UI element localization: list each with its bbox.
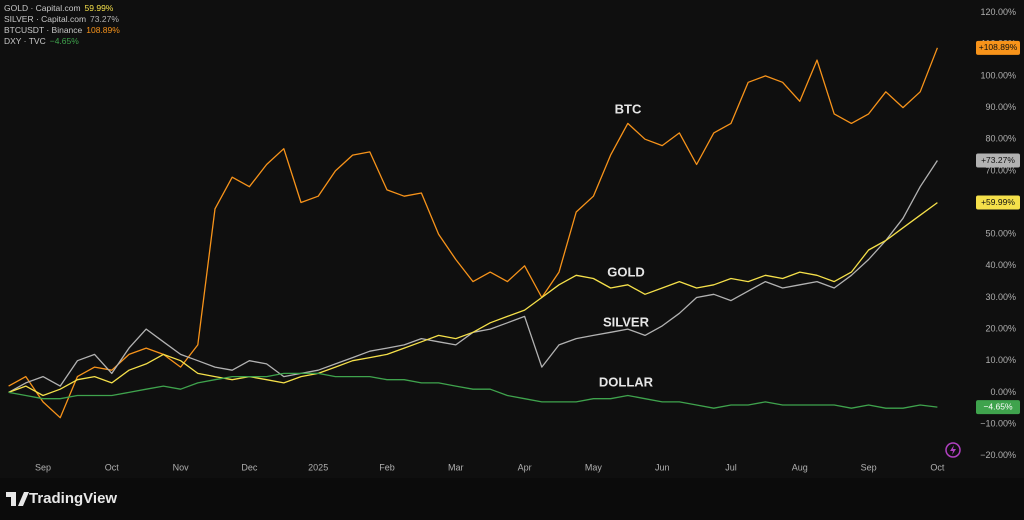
y-tick-label: 40.00% xyxy=(985,260,1016,270)
series-line xyxy=(8,202,938,397)
y-tick-label: 80.00% xyxy=(985,134,1016,144)
footer-bar xyxy=(0,478,1024,520)
x-tick-label: Mar xyxy=(448,462,464,472)
legend-name[interactable]: GOLD · Capital.com xyxy=(4,3,81,13)
price-badge-label: −4.65% xyxy=(983,401,1013,411)
x-tick-label: May xyxy=(585,462,603,472)
x-tick-label: Apr xyxy=(518,462,532,472)
brand: TradingView xyxy=(29,490,117,507)
y-tick-label: 90.00% xyxy=(985,102,1016,112)
y-tick-label: 10.00% xyxy=(985,355,1016,365)
x-tick-label: Feb xyxy=(379,462,395,472)
legend-value: 73.27% xyxy=(90,14,119,24)
x-tick-label: Oct xyxy=(930,462,945,472)
y-tick-label: 20.00% xyxy=(985,323,1016,333)
price-badge-label: +108.89% xyxy=(979,42,1018,52)
price-badge-label: +73.27% xyxy=(981,155,1015,165)
legend-entry[interactable]: GOLD · Capital.com 59.99% xyxy=(4,3,114,13)
legend-entry[interactable]: BTCUSDT · Binance 108.89% xyxy=(4,25,120,35)
y-tick-label: 0.00% xyxy=(990,387,1016,397)
legend-name[interactable]: DXY · TVC xyxy=(4,36,46,46)
annotation: SILVER xyxy=(603,314,650,329)
x-tick-label: Aug xyxy=(792,462,808,472)
y-tick-label: −20.00% xyxy=(980,450,1016,460)
legend-name[interactable]: BTCUSDT · Binance xyxy=(4,25,83,35)
price-badge xyxy=(976,400,1020,415)
y-tick-label: −10.00% xyxy=(980,418,1016,428)
x-tick-label: Sep xyxy=(861,462,877,472)
y-tick-label: 70.00% xyxy=(985,165,1016,175)
logo xyxy=(6,492,29,506)
legend-value: −4.65% xyxy=(50,36,80,46)
legend-entry[interactable]: DXY · TVC −4.65% xyxy=(4,36,79,46)
legend-value: 59.99% xyxy=(85,3,114,13)
annotation: GOLD xyxy=(607,264,645,279)
legend-entry[interactable]: SILVER · Capital.com 73.27% xyxy=(4,14,119,24)
x-tick-label: Nov xyxy=(173,462,190,472)
x-tick-label: Dec xyxy=(241,462,258,472)
x-tick-label: 2025 xyxy=(308,462,328,472)
y-tick-label: 30.00% xyxy=(985,292,1016,302)
series-line xyxy=(8,372,938,409)
legend-name[interactable]: SILVER · Capital.com xyxy=(4,14,86,24)
y-tick-label: 50.00% xyxy=(985,229,1016,239)
annotation: BTC xyxy=(615,101,642,116)
annotation: DOLLAR xyxy=(599,374,654,389)
y-tick-label: 100.00% xyxy=(980,70,1016,80)
price-badge xyxy=(976,153,1020,168)
x-tick-label: Jul xyxy=(725,462,737,472)
price-badge xyxy=(976,40,1020,55)
x-tick-label: Oct xyxy=(105,462,120,472)
price-badge-label: +59.99% xyxy=(981,197,1015,207)
x-tick-label: Jun xyxy=(655,462,670,472)
legend-value: 108.89% xyxy=(86,25,120,35)
price-badge xyxy=(976,195,1020,210)
y-tick-label: 120.00% xyxy=(980,7,1016,17)
series-line xyxy=(8,160,938,393)
x-tick-label: Sep xyxy=(35,462,51,472)
icon xyxy=(945,442,961,458)
